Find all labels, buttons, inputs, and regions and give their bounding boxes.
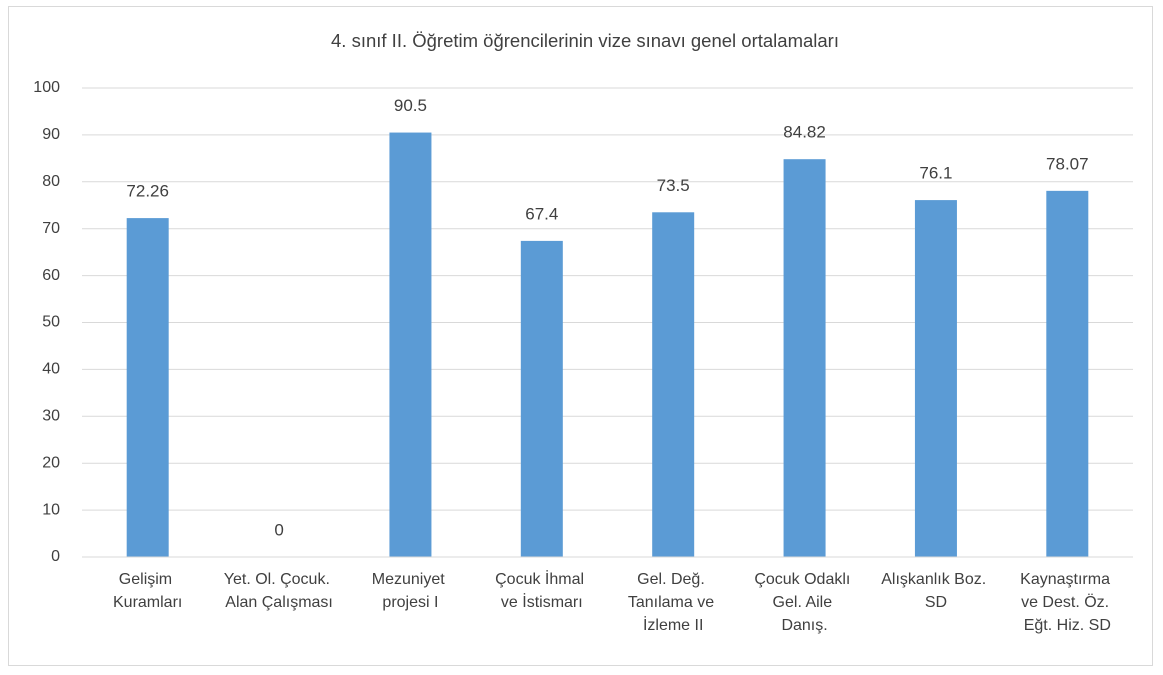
- y-tick-label: 10: [42, 501, 60, 518]
- bar: [1046, 190, 1089, 558]
- chart-frame: [8, 6, 1153, 666]
- y-tick-label: 60: [42, 267, 60, 284]
- y-tick-label: 20: [42, 454, 60, 471]
- bar: [652, 212, 695, 557]
- y-tick-label: 50: [42, 314, 60, 331]
- data-label: 84.82: [783, 123, 826, 142]
- data-label: 73.5: [657, 176, 690, 195]
- y-tick-label: 70: [42, 220, 60, 237]
- x-tick-label: Çocuk Odaklı Gel. Aile Danış.: [754, 571, 854, 634]
- x-tick-label: Çocuk İhmal ve İstismarı: [495, 569, 588, 611]
- x-tick-label: Alışkanlık Boz. SD: [881, 571, 990, 611]
- bar: [126, 218, 169, 558]
- data-label: 76.1: [919, 164, 952, 183]
- x-tick-label: Gel. Değ. Tanılama ve İzleme II: [628, 571, 719, 634]
- bar: [783, 159, 826, 557]
- chart-title: 4. sınıf II. Öğretim öğrencilerinin vize…: [331, 30, 839, 51]
- data-label: 67.4: [525, 204, 558, 223]
- y-tick-label: 0: [51, 548, 60, 565]
- bar: [389, 132, 432, 557]
- x-tick-label: Gelişim Kuramları: [113, 571, 182, 611]
- x-tick-label: Yet. Ol. Çocuk. Alan Çalışması: [224, 571, 335, 611]
- x-tick-label: Mezuniyet projesi I: [372, 571, 449, 611]
- bar: [520, 240, 563, 558]
- data-label: 90.5: [394, 96, 427, 115]
- y-tick-label: 30: [42, 408, 60, 425]
- x-tick-label: Kaynaştırma ve Dest. Öz. Eğt. Hiz. SD: [1020, 571, 1114, 634]
- bar: [914, 200, 957, 557]
- data-label: 0: [274, 520, 283, 539]
- y-tick-label: 40: [42, 361, 60, 378]
- y-tick-label: 90: [42, 126, 60, 143]
- data-label: 78.07: [1046, 154, 1089, 173]
- data-label: 72.26: [126, 182, 169, 201]
- y-tick-label: 100: [33, 79, 60, 96]
- y-tick-label: 80: [42, 173, 60, 190]
